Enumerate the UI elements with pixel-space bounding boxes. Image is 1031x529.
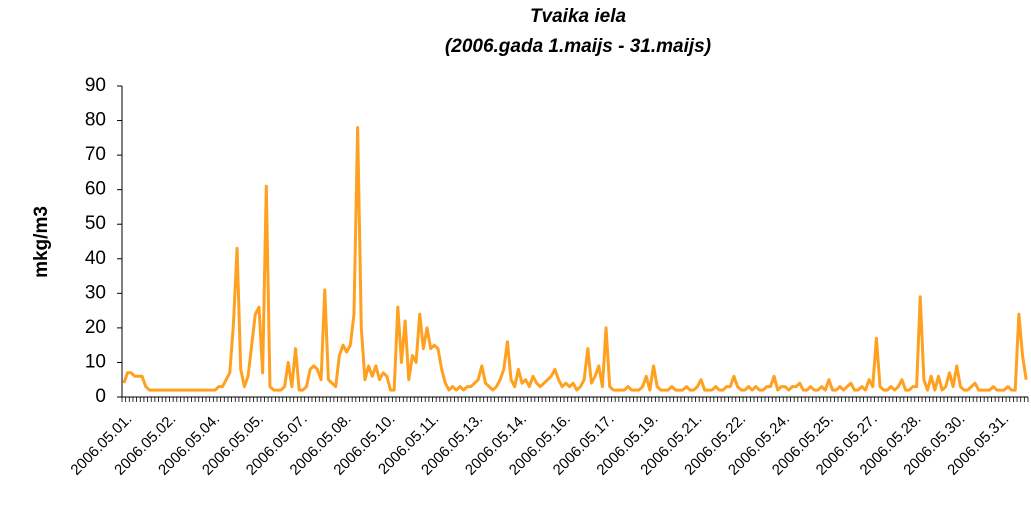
y-tick-label: 30 (85, 282, 106, 303)
chart-title: Tvaika iela (530, 6, 627, 27)
y-axis-label: mkg/m3 (31, 206, 52, 278)
y-tick-label: 10 (85, 351, 106, 372)
y-tick-label: 40 (85, 248, 106, 269)
chart-title: (2006.gada 1.maijs - 31.maijs) (445, 36, 711, 57)
y-tick-label: 60 (85, 179, 106, 200)
y-tick-label: 0 (95, 386, 106, 407)
data-line (122, 125, 1028, 392)
y-tick-label: 70 (85, 144, 106, 165)
y-tick-label: 80 (85, 110, 106, 131)
y-tick-label: 90 (85, 75, 106, 96)
y-tick-label: 20 (85, 317, 106, 338)
y-tick-label: 50 (85, 213, 106, 234)
